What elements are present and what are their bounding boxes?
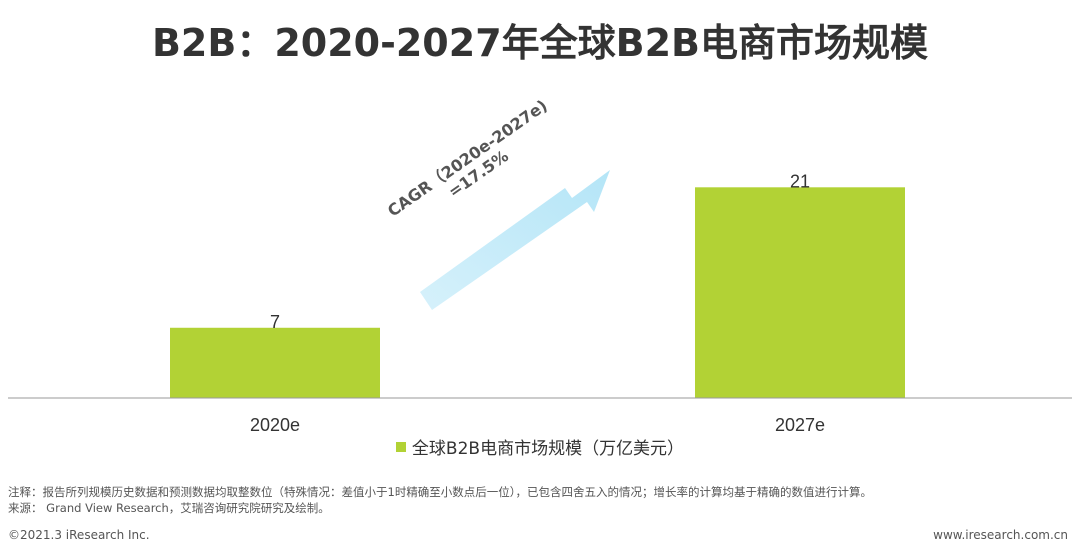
arrow-icon: [420, 170, 610, 310]
x-tick-label-2027e: 2027e: [775, 415, 825, 435]
bars-group: [170, 187, 905, 398]
legend: 全球B2B电商市场规模（万亿美元）: [0, 434, 1080, 459]
chart-title: B2B：2020-2027年全球B2B电商市场规模: [151, 21, 929, 65]
footnote: 注释：报告所列规模历史数据和预测数据均取整数位（特殊情况：差值小于1时精确至小数…: [8, 484, 872, 516]
legend-swatch: [395, 441, 406, 452]
bar-2020e: [170, 327, 380, 398]
bar-chart: 7 2020e 21 2027e: [8, 171, 1072, 435]
labels-group: 7 2020e 21 2027e: [250, 171, 825, 435]
cagr-arrow: [380, 140, 640, 310]
footnote-source: 来源： Grand View Research，艾瑞咨询研究院研究及绘制。: [8, 501, 330, 515]
data-label-2020e: 7: [270, 312, 280, 332]
website: www.iresearch.com.cn: [933, 528, 1068, 542]
legend-label: 全球B2B电商市场规模（万亿美元）: [411, 439, 685, 459]
data-label-2027e: 21: [790, 171, 810, 191]
x-tick-label-2020e: 2020e: [250, 415, 300, 435]
footnote-note: 注释：报告所列规模历史数据和预测数据均取整数位（特殊情况：差值小于1时精确至小数…: [8, 485, 873, 499]
bar-2027e: [695, 187, 905, 398]
copyright: ©2021.3 iResearch Inc.: [8, 528, 150, 542]
